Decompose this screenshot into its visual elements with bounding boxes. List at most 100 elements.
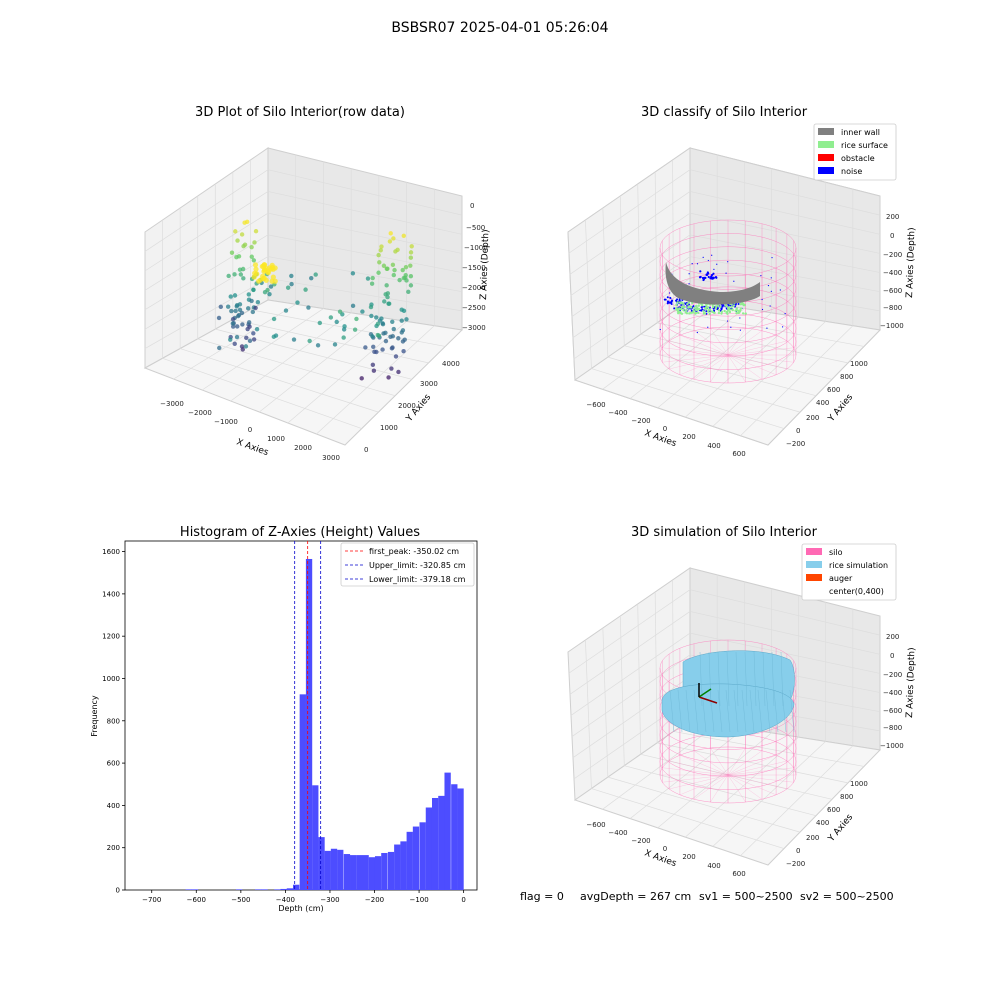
- rice-mesh-line: [726, 651, 730, 707]
- x-tick: −2000: [188, 409, 212, 417]
- rice-surface-point: [727, 309, 730, 312]
- histogram-bars: [185, 558, 464, 890]
- grid-line: [267, 234, 463, 273]
- noise-point: [715, 276, 718, 279]
- z-tick: −1000: [464, 244, 488, 252]
- raw-point: [230, 317, 236, 322]
- x-tick: −200: [631, 417, 650, 425]
- raw-point: [401, 233, 406, 238]
- y-tick: 800: [840, 373, 853, 381]
- rice-surface-point: [701, 304, 704, 307]
- grid-line: [568, 589, 691, 674]
- raw-point: [386, 301, 392, 306]
- histogram-bar: [457, 788, 464, 890]
- raw-point: [273, 333, 279, 338]
- simulation-xlabel: X Axies: [643, 848, 678, 869]
- grid-line: [740, 745, 854, 856]
- silo-floor-spoke: [727, 774, 787, 790]
- y-tick: 1000: [850, 360, 868, 368]
- noise-point: [770, 290, 772, 292]
- noise-point: [668, 301, 671, 304]
- rice-surface-point: [723, 309, 726, 313]
- silo-floor-spoke: [662, 774, 729, 783]
- legend-label: rice surface: [841, 141, 888, 150]
- rice-mesh-line: [771, 651, 775, 707]
- histogram-bar: [274, 889, 281, 890]
- raw-point: [252, 240, 257, 245]
- histogram-bar: [406, 831, 413, 890]
- noise-point: [713, 268, 715, 271]
- grid-line: [712, 741, 826, 847]
- histogram-bar: [324, 850, 331, 890]
- silo-floor-spoke: [727, 354, 746, 383]
- silo-floor-spoke: [710, 354, 729, 383]
- raw-point: [384, 283, 389, 288]
- histogram-bar: [362, 855, 369, 890]
- raw-point: [391, 326, 396, 332]
- grid-line: [637, 603, 642, 755]
- legend-label: obstacle: [841, 154, 875, 163]
- raw-point: [381, 331, 386, 336]
- raw-point: [393, 249, 398, 254]
- grid-line: [602, 627, 609, 778]
- noise-point: [725, 272, 727, 274]
- status-sv1: sv1 = 500~2500: [699, 890, 793, 903]
- raw-point: [400, 339, 406, 344]
- simulation-z-ticks: 200 0 −200 −400 −600 −800 −1000: [880, 633, 904, 750]
- classify-3d-panel: 3D classify of Silo Interior inner wall …: [567, 105, 917, 458]
- legend-swatch-rice-surface: [818, 141, 834, 148]
- noise-point: [721, 305, 724, 308]
- rice-surface-point: [682, 302, 685, 305]
- silo-floor-spoke: [727, 354, 787, 370]
- rice-surface-point: [697, 307, 701, 311]
- rice-surface-point: [697, 311, 700, 315]
- grid-line: [570, 632, 691, 716]
- silo-floor-spoke: [679, 335, 729, 356]
- raw-point: [229, 250, 235, 255]
- z-tick: −1000: [880, 322, 904, 330]
- noise-point: [663, 298, 666, 301]
- grid-line: [689, 611, 881, 655]
- raw-point: [375, 332, 380, 338]
- raw-point: [332, 342, 338, 347]
- x-tick: 3000: [322, 454, 340, 462]
- silo-floor-spoke: [693, 354, 729, 380]
- raw-point: [216, 315, 222, 321]
- y-tick: 1000: [850, 780, 868, 788]
- rice-surface-point: [742, 303, 745, 306]
- raw-point: [268, 284, 274, 289]
- grid-line: [267, 169, 463, 216]
- raw-point: [228, 294, 233, 299]
- raw-point: [251, 274, 257, 280]
- legend-frame: [801, 543, 897, 601]
- rice-surface-point: [693, 306, 696, 310]
- silo-floor-spoke: [662, 767, 729, 776]
- raw-point: [237, 267, 243, 272]
- rice-surface-point: [706, 306, 710, 309]
- grid-line: [689, 256, 881, 293]
- raw-3d-x-ticks: −3000 −2000 −1000 0 1000 2000 3000: [160, 400, 340, 462]
- grid-line: [640, 753, 833, 800]
- simulation-rice-surface: [661, 650, 795, 738]
- silo-floor-spoke: [727, 774, 794, 783]
- raw-point: [350, 303, 356, 309]
- noise-point: [702, 256, 704, 258]
- histogram-bar: [305, 558, 313, 890]
- raw-point: [377, 260, 382, 265]
- raw-point: [392, 267, 397, 273]
- grid-line: [267, 191, 463, 235]
- rice-surface-point: [724, 304, 727, 307]
- raw-point: [233, 229, 238, 234]
- grid-line: [591, 788, 785, 849]
- raw-point: [354, 316, 359, 322]
- y-tick: 600: [827, 806, 840, 814]
- grid-line: [607, 776, 801, 833]
- legend-frame: [813, 123, 897, 181]
- raw-point: [246, 320, 252, 325]
- raw-point: [234, 334, 240, 340]
- rice-surface-point: [741, 312, 745, 315]
- raw-point: [253, 305, 258, 311]
- raw-point: [370, 275, 375, 281]
- x-tick-label: −200: [365, 896, 384, 904]
- legend-swatch-noise: [818, 167, 834, 174]
